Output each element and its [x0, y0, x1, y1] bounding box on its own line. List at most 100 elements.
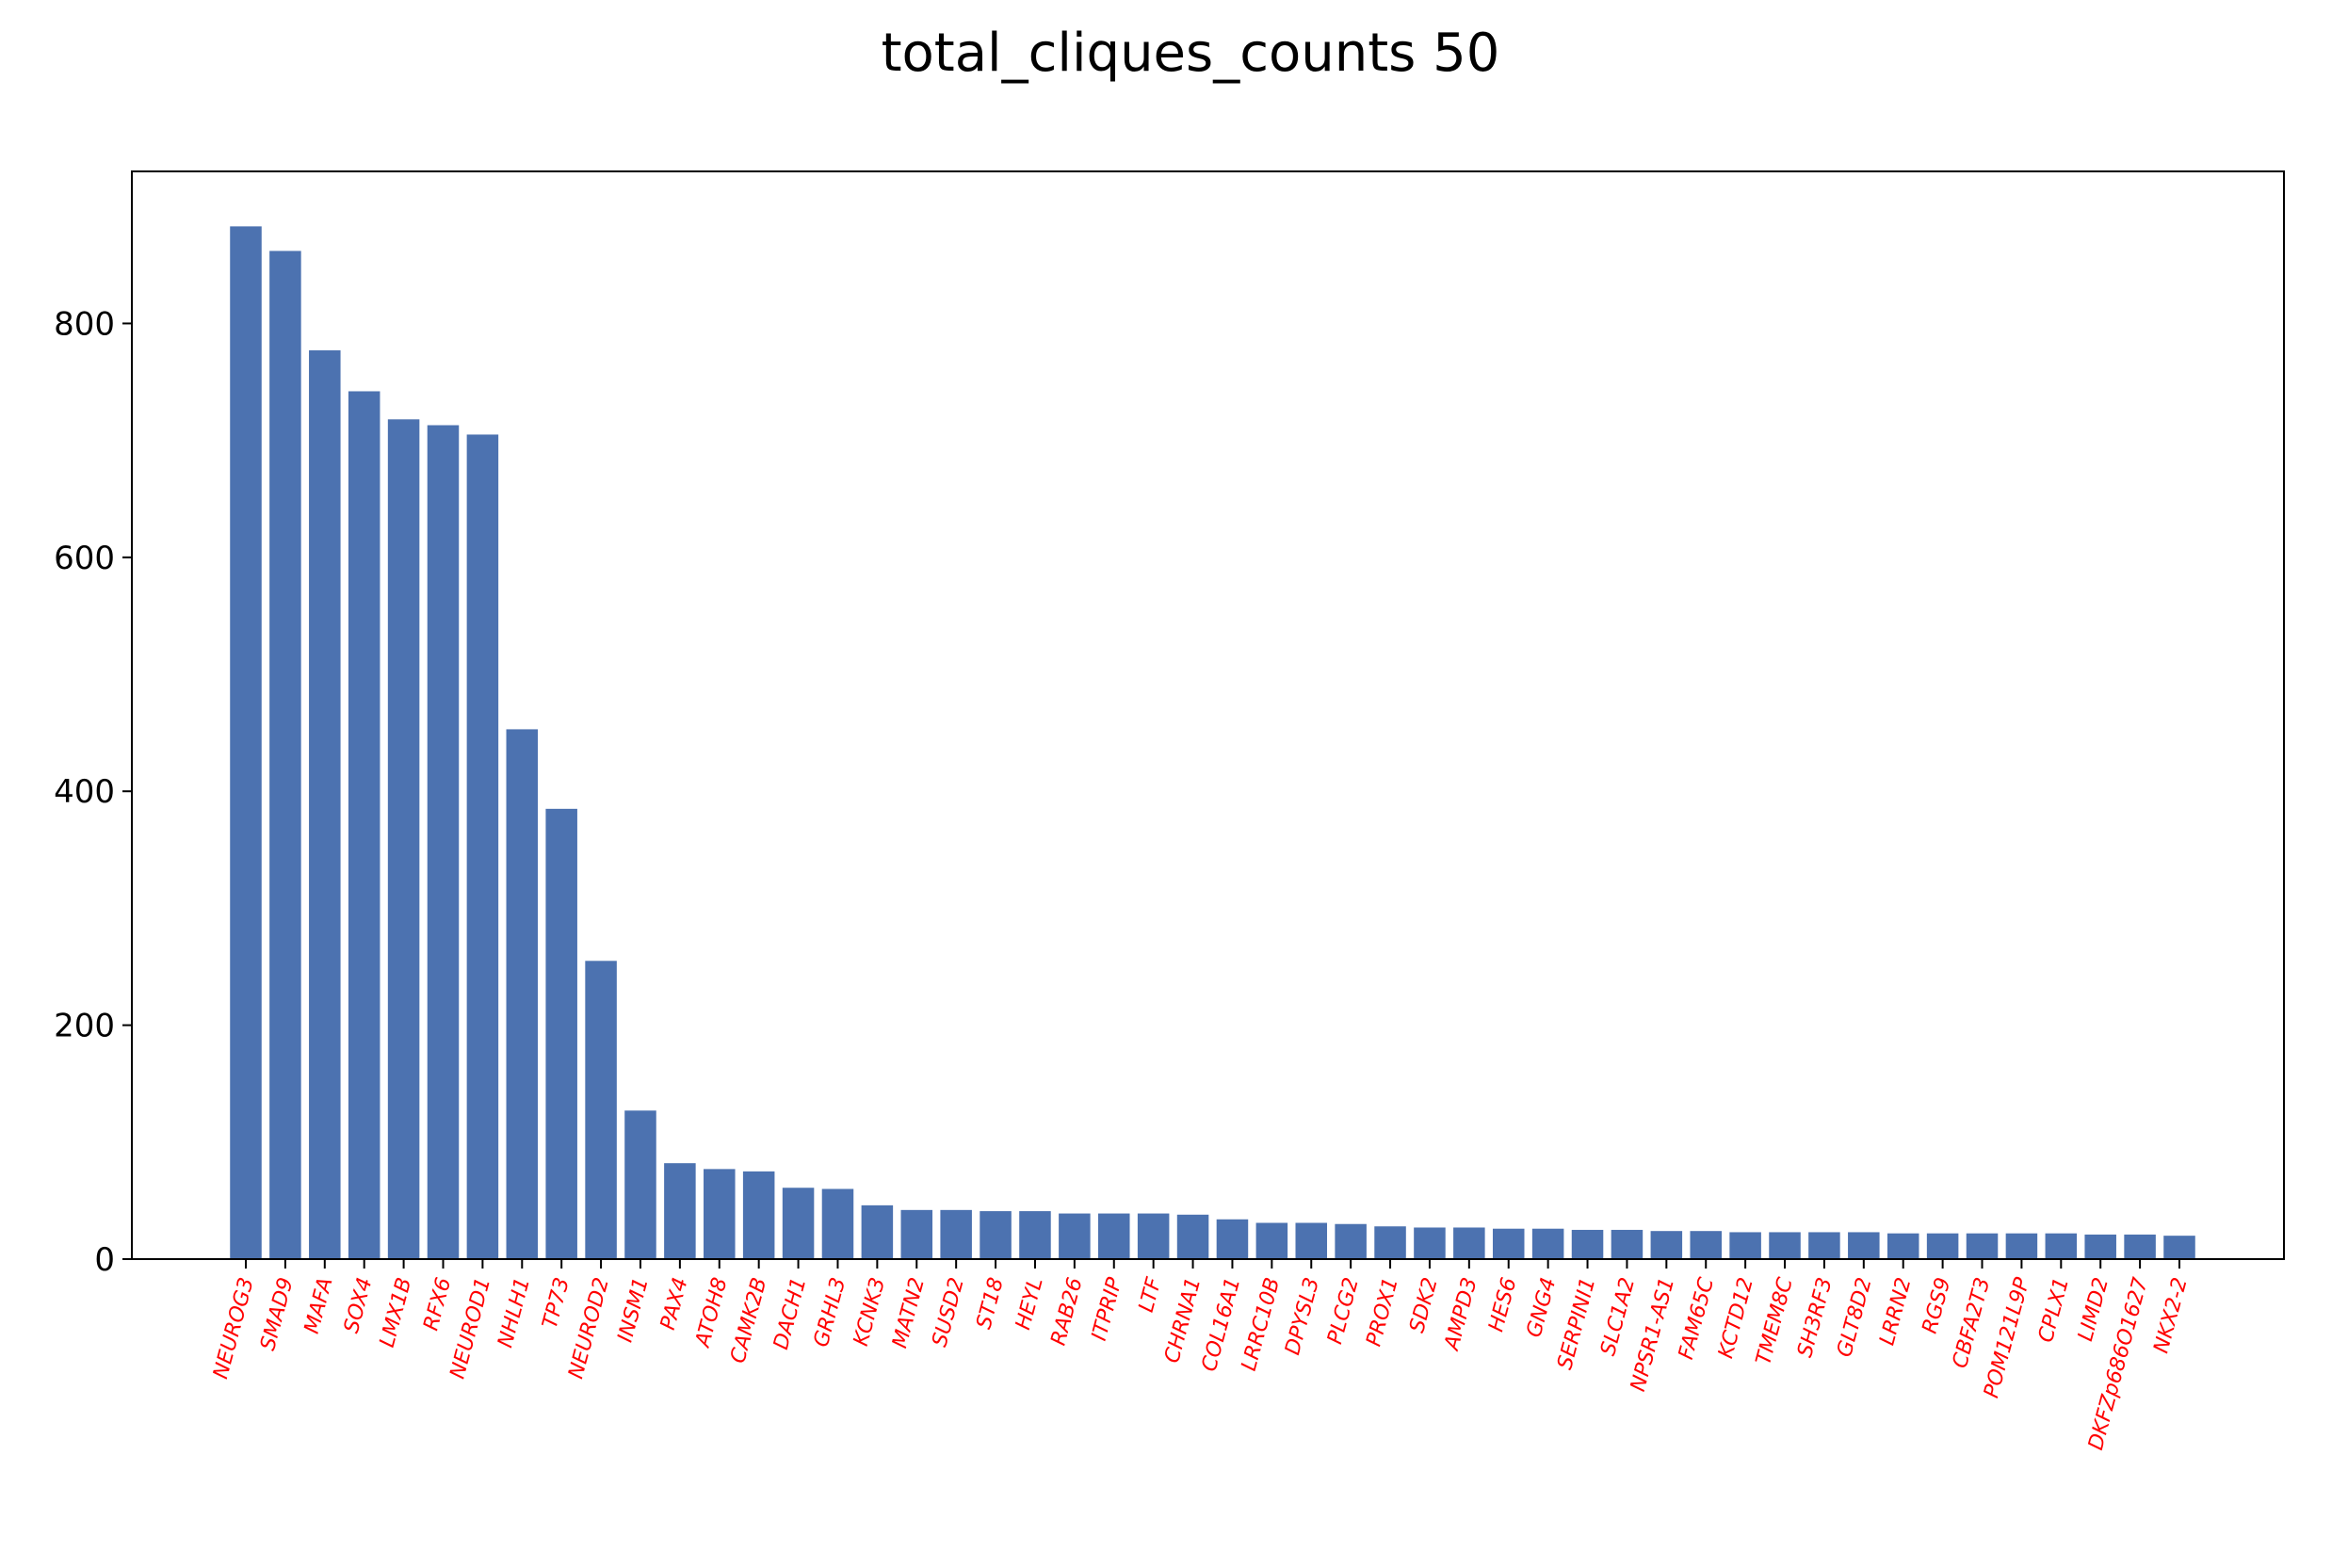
x-tick-label: RFX6	[419, 1275, 456, 1334]
x-tick-label: HES6	[1484, 1275, 1521, 1334]
x-tick-label: FAM65C	[1675, 1274, 1719, 1362]
bar-insm1	[624, 1110, 656, 1259]
bar-serpini1	[1571, 1229, 1604, 1259]
x-tick-label: GLT8D2	[1833, 1275, 1876, 1360]
bar-ltf	[1137, 1213, 1170, 1259]
bar-gng4	[1531, 1228, 1564, 1259]
x-tick-label: SH3RF3	[1793, 1275, 1838, 1360]
bar-neurod2	[585, 961, 617, 1259]
bar-chrna1	[1176, 1214, 1209, 1259]
x-tick-label: GNG4	[1523, 1275, 1562, 1340]
bars-group	[230, 226, 2195, 1260]
bar-cbfa2t3	[1966, 1233, 1999, 1259]
bar-nkx2-2	[2163, 1236, 2195, 1259]
x-tick-label: LTF	[1135, 1275, 1167, 1315]
bar-lrrc10b	[1255, 1222, 1288, 1259]
x-tick-label: RGS9	[1919, 1275, 1956, 1336]
x-tick-label: LRRC10B	[1238, 1275, 1285, 1373]
y-tick-label: 0	[94, 1241, 115, 1279]
y-tick-label: 600	[54, 540, 115, 577]
bar-heyl	[1019, 1211, 1051, 1259]
x-tick-label: MAFA	[300, 1275, 338, 1336]
bar-glt8d2	[1848, 1232, 1880, 1259]
bar-grhl3	[821, 1188, 854, 1259]
chart-title: total_cliques_counts 50	[882, 23, 1500, 84]
x-tick-label: HEYL	[1012, 1275, 1048, 1333]
y-tick-label: 800	[54, 305, 115, 343]
x-tick-label: NHLH1	[494, 1275, 535, 1350]
bar-plcg2	[1335, 1223, 1367, 1259]
plot-frame	[131, 170, 2285, 1260]
x-tick-label: CBFA2T3	[1949, 1275, 1996, 1370]
bar-susd2	[940, 1209, 972, 1259]
bar-rab26	[1059, 1213, 1091, 1259]
bar-lmx1b	[387, 419, 420, 1259]
x-tick-label: LIMD2	[2074, 1275, 2113, 1344]
x-tick-label: CHRNA1	[1160, 1275, 1206, 1366]
bar-sh3rf3	[1808, 1232, 1840, 1259]
bar-npsr1-as1	[1650, 1231, 1683, 1259]
bar-hes6	[1492, 1228, 1525, 1259]
x-tick-label: TMEM8C	[1752, 1274, 1798, 1367]
x-tick-label: ITPRIP	[1088, 1274, 1127, 1343]
bar-neurog3	[230, 226, 262, 1259]
bar-rfx6	[427, 425, 460, 1259]
x-tick-label: SDK2	[1405, 1275, 1443, 1335]
bar-ampd3	[1453, 1227, 1485, 1259]
x-tick-label: LMX1B	[376, 1275, 417, 1350]
bar-sdk2	[1414, 1227, 1446, 1259]
x-tick-label: SLC1A2	[1596, 1275, 1640, 1358]
bar-col16a1	[1216, 1219, 1249, 1259]
x-tick-label: PAX4	[656, 1275, 693, 1333]
x-tick-label: NEUROG3	[209, 1275, 259, 1382]
x-tick-label: PROX1	[1362, 1275, 1402, 1349]
bar-mafa	[309, 350, 341, 1259]
x-tick-label: SUSD2	[928, 1275, 969, 1350]
x-tick-label: CAMK2B	[726, 1275, 771, 1366]
bar-nhlh1	[506, 729, 539, 1259]
x-tick-label: LRRN2	[1875, 1275, 1916, 1348]
bar-st18	[980, 1211, 1012, 1259]
bar-dpysl3	[1295, 1222, 1328, 1259]
bar-matn2	[900, 1209, 933, 1259]
bar-sox4	[348, 391, 381, 1260]
x-tick-label: ST18	[972, 1275, 1008, 1332]
x-tick-label: PLCG2	[1323, 1275, 1364, 1347]
x-tick-label: KCNK3	[850, 1275, 890, 1349]
x-tick-label: SOX4	[340, 1275, 378, 1335]
bar-atoh8	[704, 1169, 736, 1259]
y-tick-label: 400	[54, 773, 115, 811]
x-tick-label: RAB26	[1047, 1275, 1088, 1348]
bar-pom121l9p	[2005, 1233, 2038, 1259]
bar-dach1	[782, 1188, 815, 1259]
bar-kcnk3	[861, 1204, 894, 1259]
bar-pax4	[664, 1163, 696, 1259]
x-tick-label: SERPINI1	[1553, 1275, 1600, 1372]
x-tick-label: TP73	[539, 1275, 575, 1331]
x-tick-label: COL16A1	[1198, 1275, 1246, 1374]
x-tick-label: KCTD12	[1714, 1275, 1758, 1361]
bar-itprip	[1098, 1213, 1130, 1259]
x-tick-label: CPLX1	[2034, 1275, 2074, 1345]
bar-kctd12	[1729, 1232, 1761, 1259]
x-tick-label: NKX2-2	[2149, 1275, 2192, 1356]
bar-camk2b	[742, 1171, 775, 1259]
x-tick-label: AMPD3	[1440, 1275, 1482, 1354]
y-tick-label: 200	[54, 1008, 115, 1045]
bar-dkfzp686o1627	[2124, 1234, 2156, 1259]
x-tick-label: INSM1	[614, 1275, 654, 1345]
bar-lrrn2	[1886, 1233, 1919, 1259]
x-tick-label: DPYSL3	[1281, 1275, 1324, 1357]
x-tick-label: GRHL3	[810, 1275, 851, 1350]
x-tick-label: MATN2	[888, 1275, 930, 1350]
x-tick-label: ATOH8	[691, 1275, 733, 1351]
bar-tp73	[545, 808, 577, 1259]
bar-slc1a2	[1611, 1229, 1644, 1259]
bar-prox1	[1374, 1226, 1406, 1259]
bar-tmem8c	[1769, 1232, 1801, 1259]
x-tick-label: SMAD9	[256, 1275, 299, 1353]
bar-rgs9	[1926, 1233, 1959, 1259]
